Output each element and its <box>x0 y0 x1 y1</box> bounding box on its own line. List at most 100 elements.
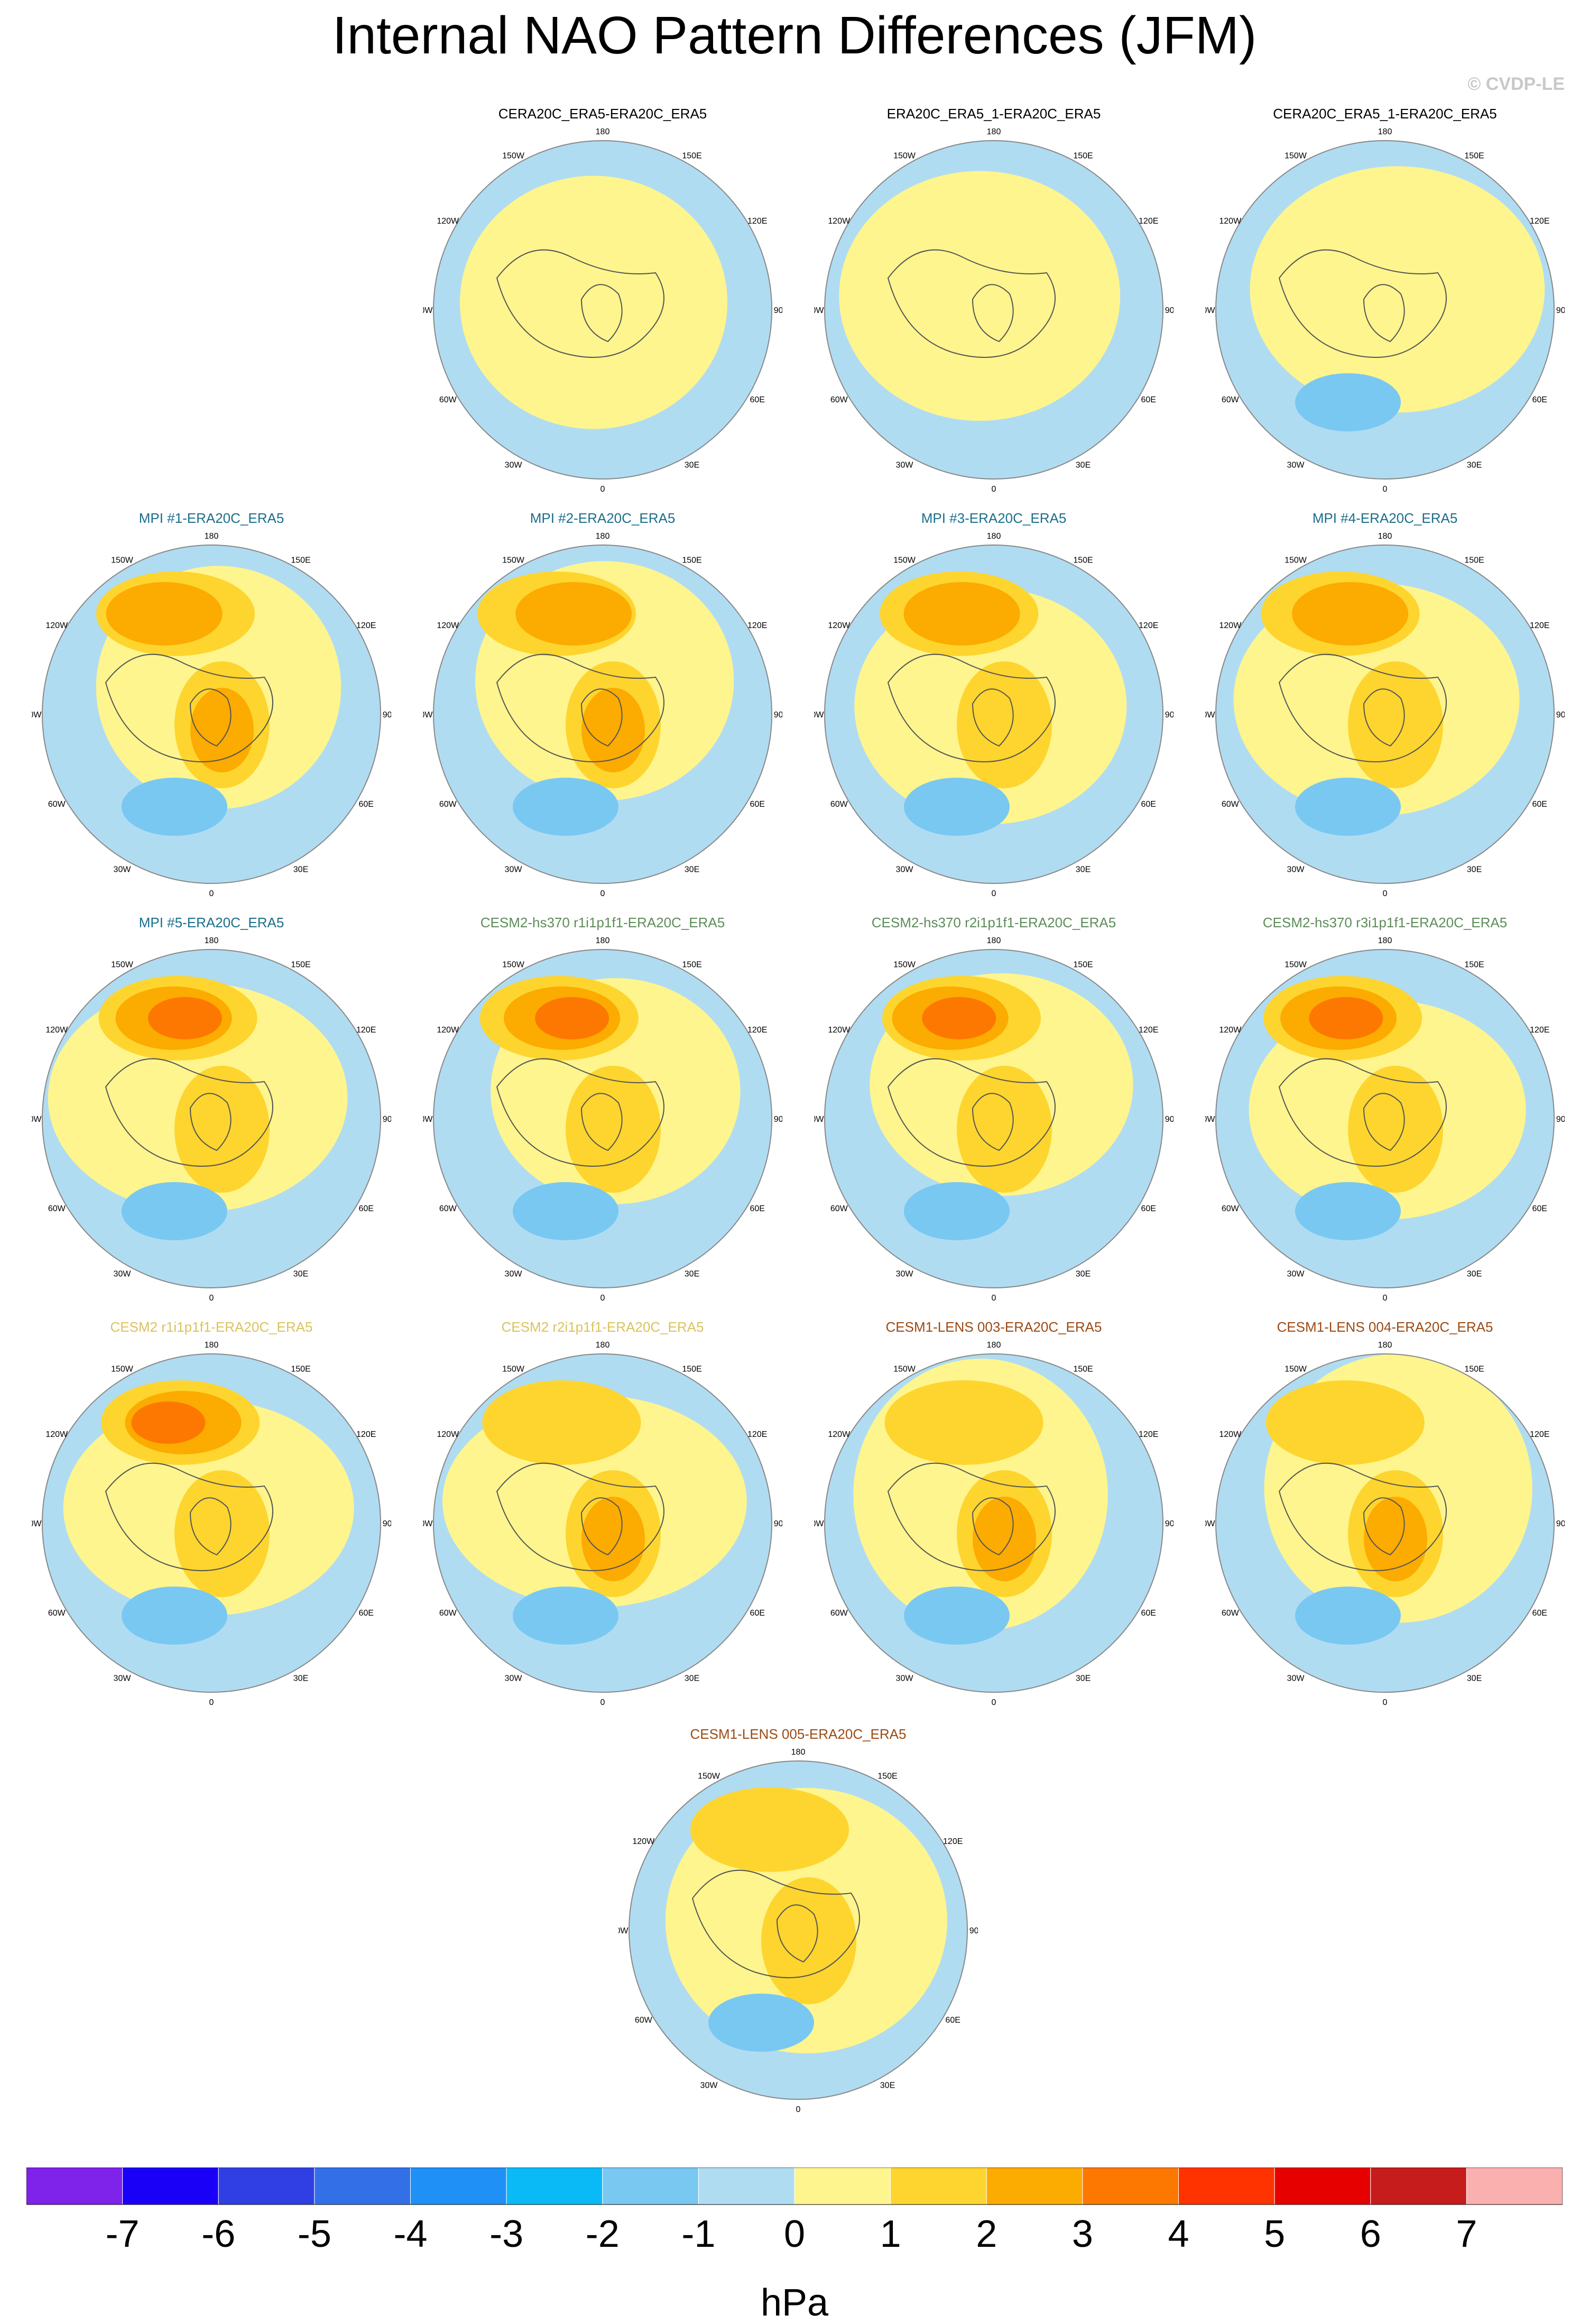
lon-label: 0 <box>601 1294 605 1303</box>
lon-label: 90W <box>1205 1115 1215 1124</box>
lon-label: 120W <box>632 1837 655 1846</box>
lon-label: 120E <box>1530 621 1549 630</box>
lon-label: 0 <box>1383 889 1388 898</box>
lon-label: 60E <box>750 800 764 809</box>
lon-label: 60W <box>48 1204 66 1213</box>
contour-fill <box>513 778 618 836</box>
lon-label: 120W <box>1219 217 1242 226</box>
panel-title: CESM1-LENS 003-ERA20C_ERA5 <box>885 1319 1102 1335</box>
coastline <box>691 1869 860 1978</box>
contour-fill <box>581 688 645 772</box>
lon-label: 0 <box>601 1698 605 1707</box>
colorbar-tick-label: 2 <box>976 2213 997 2255</box>
lon-label: 90W <box>32 1115 42 1124</box>
lon-label: 60E <box>1141 1204 1156 1213</box>
lon-label: 150W <box>1285 1364 1307 1373</box>
lon-label: 90E <box>774 1519 782 1528</box>
coastline <box>105 653 273 762</box>
panel-title: MPI #2-ERA20C_ERA5 <box>530 510 676 526</box>
lon-label: 60E <box>358 1204 373 1213</box>
colorbar-tick-label: 6 <box>1360 2213 1381 2255</box>
colorbar-units: hPa <box>760 2282 829 2324</box>
contour-fill <box>904 778 1010 836</box>
contour-fill <box>1364 1497 1427 1581</box>
colorbar-swatch <box>314 2168 411 2205</box>
lon-label: 60W <box>439 1204 457 1213</box>
coastline <box>496 653 664 762</box>
map-panel: CERA20C_ERA5-ERA20C_ERA5 180 150E 120E 90E 60… <box>423 106 782 497</box>
lon-label: 60E <box>1532 1609 1547 1618</box>
lon-label: 30W <box>896 1674 914 1683</box>
lon-label: 120W <box>45 1026 68 1035</box>
lon-label: 0 <box>1383 485 1388 494</box>
contour-fill <box>884 1380 1043 1465</box>
contour-fill <box>761 1877 856 2004</box>
lon-label: 120W <box>828 1430 851 1439</box>
map-border <box>42 1353 381 1693</box>
lon-label: 60W <box>439 1609 457 1618</box>
map-panel: CESM2-hs370 r3i1p1f1-ERA20C_ERA5 180 150E 1… <box>1205 915 1565 1306</box>
coastline <box>887 1462 1056 1571</box>
lon-label: 30E <box>1467 461 1482 470</box>
contour-fill <box>1348 661 1443 788</box>
contour-fill <box>515 582 632 645</box>
colorbar-frame <box>26 2168 1563 2205</box>
polar-map: 180 150E 120E 90E 60E 30E 0 30W 60W 90W 120W 150W <box>423 936 782 1303</box>
lon-label: 60E <box>750 1609 764 1618</box>
lon-label: 30E <box>1467 1674 1482 1683</box>
lon-label: 150E <box>1073 1364 1093 1373</box>
lon-label: 60E <box>1532 800 1547 809</box>
polar-map: 180 150E 120E 90E 60E 30E 0 30W 60W 90W 120W 150W <box>618 1748 978 2114</box>
map-border <box>1215 140 1555 479</box>
colorbar-swatch <box>698 2168 795 2205</box>
lon-label: 30E <box>685 865 699 874</box>
lon-label: 90E <box>383 711 391 720</box>
lon-label: 180 <box>987 127 1001 136</box>
lon-label: 0 <box>209 1294 214 1303</box>
lon-label: 30W <box>700 2081 718 2090</box>
lon-label: 90W <box>814 1519 824 1528</box>
map-panel: CESM2 r2i1p1f1-ERA20C_ERA5 180 150E 120E 90E… <box>423 1319 782 1710</box>
map-border <box>1215 545 1555 884</box>
lon-label: 30W <box>114 865 132 874</box>
contour-fill <box>1295 1182 1401 1240</box>
lon-label: 60W <box>830 395 848 404</box>
coastline <box>1363 284 1405 343</box>
lon-label: 120E <box>356 1430 376 1439</box>
lon-label: 30E <box>293 865 308 874</box>
lon-label: 60W <box>439 395 457 404</box>
lon-label: 90W <box>814 711 824 720</box>
panel-title: MPI #5-ERA20C_ERA5 <box>138 915 284 930</box>
lon-label: 90E <box>1165 1519 1174 1528</box>
lon-label: 60W <box>830 1609 848 1618</box>
lon-label: 60E <box>1532 395 1547 404</box>
colorbar-swatch <box>1466 2168 1563 2205</box>
map-border <box>824 545 1163 884</box>
lon-label: 120W <box>437 1026 459 1035</box>
lon-label: 150E <box>1464 1364 1484 1373</box>
contour-fill <box>174 1470 270 1597</box>
lon-label: 120W <box>437 621 459 630</box>
coastline <box>580 284 623 343</box>
lon-label: 90E <box>774 711 782 720</box>
polar-map: 180 150E 120E 90E 60E 30E 0 30W 60W 90W 120W 150W <box>1205 127 1565 494</box>
lon-label: 150W <box>893 1364 916 1373</box>
colorbar-swatch <box>890 2168 987 2205</box>
coastline <box>776 1904 818 1963</box>
lon-label: 60W <box>1222 800 1240 809</box>
coastline <box>496 1462 664 1571</box>
contour-fill <box>122 1587 227 1645</box>
coastline <box>1363 688 1405 747</box>
colorbar-swatch <box>410 2168 507 2205</box>
lon-label: 90W <box>1205 1519 1215 1528</box>
lon-label: 150E <box>682 1364 701 1373</box>
lon-label: 150W <box>893 960 916 969</box>
map-panel: ERA20C_ERA5_1-ERA20C_ERA5 180 150E 120E 90E 6… <box>814 106 1174 497</box>
lon-label: 90W <box>814 306 824 315</box>
lon-label: 120E <box>1139 217 1158 226</box>
lon-label: 150W <box>502 151 525 160</box>
lon-label: 30E <box>685 1674 699 1683</box>
lon-label: 30E <box>293 1270 308 1279</box>
contour-fill <box>581 1497 645 1581</box>
lon-label: 0 <box>796 2105 801 2114</box>
